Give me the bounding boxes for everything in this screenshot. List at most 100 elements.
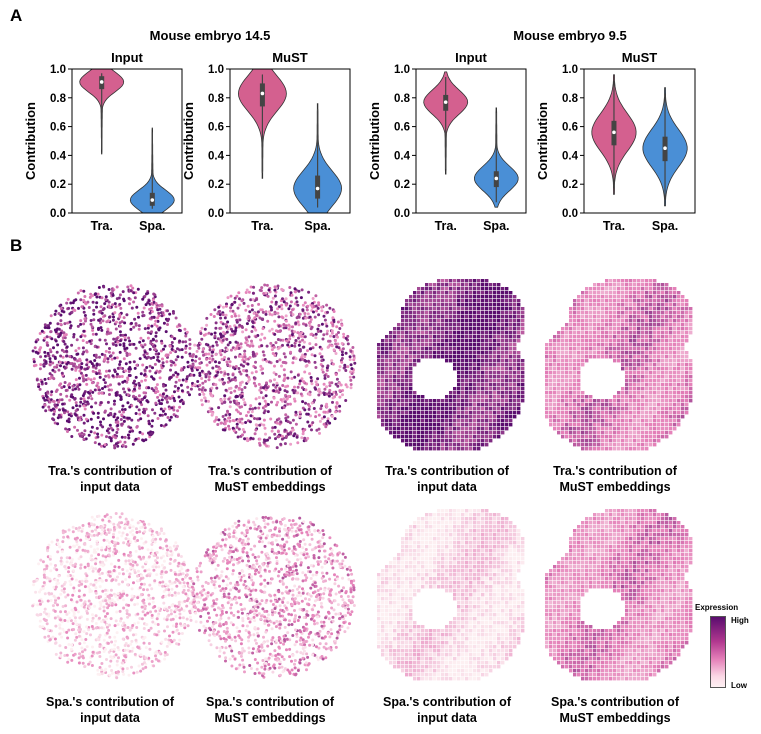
spot	[48, 321, 52, 325]
spot	[316, 327, 320, 331]
spot	[53, 355, 57, 359]
spot	[405, 307, 409, 311]
spot	[318, 431, 321, 435]
spot	[589, 335, 593, 339]
spot	[601, 351, 605, 355]
spot	[457, 419, 461, 423]
spot	[95, 372, 99, 376]
spot	[393, 407, 397, 411]
spot	[409, 327, 413, 331]
spot	[569, 327, 573, 331]
spot	[227, 427, 231, 431]
spot	[649, 431, 653, 435]
spot	[581, 415, 585, 419]
spot	[42, 396, 46, 400]
spot	[485, 287, 489, 291]
spot	[236, 306, 240, 310]
spot	[597, 439, 601, 443]
spot	[453, 323, 457, 327]
spot	[513, 323, 517, 327]
spot	[609, 411, 613, 415]
spot	[589, 311, 593, 315]
spot	[291, 313, 295, 317]
y-tick-label: 1.0	[394, 64, 410, 76]
spot	[92, 318, 96, 322]
spot	[324, 322, 328, 326]
spot	[74, 298, 78, 302]
spot	[497, 383, 501, 387]
spot	[405, 367, 409, 371]
spot	[469, 279, 473, 283]
spot	[176, 409, 180, 413]
spot	[107, 375, 111, 379]
spot	[303, 355, 307, 359]
spot	[393, 403, 397, 407]
spot	[298, 358, 302, 362]
spot	[306, 304, 310, 308]
spot	[79, 298, 83, 302]
spot	[393, 399, 397, 403]
spot	[581, 347, 585, 351]
spot	[473, 279, 477, 283]
spot	[66, 297, 70, 301]
spot	[625, 395, 629, 399]
spot	[405, 319, 409, 323]
spot	[266, 294, 270, 298]
median-point	[663, 146, 667, 150]
spot	[165, 360, 169, 364]
spot	[155, 324, 159, 328]
y-tick-label: 0.2	[562, 179, 578, 191]
spot	[71, 406, 75, 410]
spot	[401, 435, 405, 439]
spot	[306, 436, 310, 440]
spot	[260, 308, 264, 312]
spot	[661, 287, 665, 291]
spot	[134, 346, 138, 350]
spot	[685, 319, 689, 323]
spot	[641, 407, 645, 411]
spot	[673, 399, 677, 403]
spot	[517, 403, 521, 407]
spot	[441, 311, 445, 315]
spot	[593, 283, 597, 287]
spot	[513, 367, 517, 371]
spot	[417, 331, 421, 335]
spot	[577, 411, 581, 415]
spot	[521, 367, 525, 371]
spot	[609, 307, 613, 311]
spot	[181, 402, 185, 406]
spot	[653, 411, 657, 415]
spot	[445, 299, 449, 303]
spot	[317, 324, 321, 327]
chart-title: Input	[455, 50, 487, 65]
spot	[481, 327, 485, 331]
spot	[505, 351, 509, 355]
spot	[180, 355, 184, 359]
spot	[283, 400, 287, 404]
spot	[114, 436, 118, 440]
spot	[417, 295, 421, 299]
y-axis-label: Contribution	[535, 102, 550, 180]
spot	[65, 354, 69, 358]
spot	[397, 323, 401, 327]
spot	[109, 354, 113, 358]
spot	[497, 371, 501, 375]
x-tick-label: Spa.	[304, 219, 330, 233]
spot	[633, 423, 637, 427]
spot	[469, 387, 473, 391]
spot	[225, 302, 228, 306]
spot	[445, 279, 449, 283]
spot	[258, 316, 262, 320]
spot	[501, 387, 505, 391]
spot	[156, 316, 160, 320]
spot	[557, 367, 561, 371]
spot	[178, 405, 182, 409]
spot	[589, 347, 593, 351]
spot	[405, 443, 409, 447]
spot	[573, 299, 577, 303]
spot	[633, 291, 637, 295]
spot	[137, 437, 141, 440]
spot	[493, 435, 497, 439]
spot	[437, 403, 441, 407]
spot	[489, 295, 493, 299]
